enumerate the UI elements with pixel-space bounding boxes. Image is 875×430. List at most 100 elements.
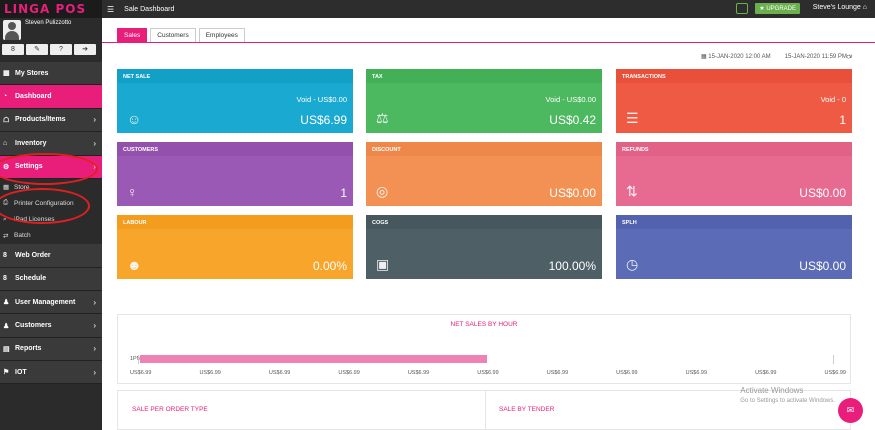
card-icon: ⚖ — [376, 110, 389, 126]
chevron-right-icon: › — [93, 138, 96, 148]
user-name: Steven Pulizzotto — [25, 20, 72, 26]
card-customers[interactable]: CUSTOMERS ♀ 1 — [117, 142, 353, 206]
sale-by-tender-title: SALE BY TENDER — [499, 406, 555, 413]
tab-sales[interactable]: Sales — [117, 28, 148, 43]
nav-icon: ♟ — [3, 322, 10, 330]
date-from-label: 15-JAN-2020 12:00 AM — [708, 54, 771, 60]
subnav-icon: ⇄ — [3, 232, 9, 240]
nav-label: Web Order — [15, 251, 51, 259]
card-subvalue: Void - US$0.00 — [296, 95, 347, 104]
store-status-icon[interactable] — [736, 3, 748, 14]
tab-customers[interactable]: Customers — [150, 28, 196, 43]
sidebar-item-iot[interactable]: ⚑ IOT › — [0, 361, 102, 385]
card-cogs[interactable]: COGS ▣ 100.00% — [366, 215, 602, 279]
card-title: TRANSACTIONS — [616, 69, 852, 83]
card-labour[interactable]: LABOUR ☻ 0.00% — [117, 215, 353, 279]
user-profile-button[interactable]: 8 — [2, 44, 24, 55]
menu-icon[interactable]: ☰ — [107, 4, 115, 14]
nav-icon: ⚑ — [3, 369, 10, 377]
nav-label: Reports — [15, 345, 42, 353]
linga-logo[interactable]: LINGA POS — [0, 0, 102, 18]
subnav-icon: ⌕ — [3, 215, 7, 223]
nav-label: User Management — [15, 298, 76, 306]
sidebar-subitem-batch[interactable]: ⇄ Batch — [0, 227, 102, 245]
card-icon: ♀ — [127, 184, 138, 200]
refresh-icon[interactable]: ○ — [846, 52, 851, 61]
card-value: US$0.00 — [549, 186, 596, 200]
user-buttons: 8 ✎ ? ➔ — [0, 42, 102, 58]
date-to-picker[interactable]: 15-JAN-2020 11:59 PM ∨ — [785, 53, 853, 60]
x-tick-label: US$6.99 — [546, 370, 569, 376]
activate-windows-watermark: Activate Windows Go to Settings to activ… — [740, 385, 835, 407]
sidebar-item-customers[interactable]: ♟ Customers › — [0, 314, 102, 338]
card-title: COGS — [366, 215, 602, 229]
card-title: TAX — [366, 69, 602, 83]
sidebar-item-products-items[interactable]: ☖ Products/Items › — [0, 108, 102, 133]
card-splh[interactable]: SPLH ◷ US$0.00 — [616, 215, 852, 279]
edit-button[interactable]: ✎ — [26, 44, 48, 55]
x-tick-label: US$6.99 — [338, 370, 360, 376]
sidebar-item-reports[interactable]: ▤ Reports › — [0, 337, 102, 362]
nav-icon: 8 — [3, 251, 7, 259]
bar-1pm[interactable] — [140, 355, 487, 363]
card-title: LABOUR — [117, 215, 353, 229]
card-icon: ☻ — [127, 257, 142, 273]
chevron-right-icon: › — [93, 297, 96, 307]
chevron-down-icon: ∨ — [848, 54, 853, 60]
x-tick-label: US$6.99 — [268, 370, 291, 376]
sidebar-item-inventory[interactable]: ⌂ Inventory › — [0, 132, 102, 156]
chevron-right-icon: › — [93, 344, 96, 354]
tab-underline — [102, 42, 875, 43]
subnav-icon: ▦ — [3, 184, 10, 192]
card-value: 1 — [839, 113, 846, 127]
x-tick-label: US$6.99 — [824, 370, 846, 376]
card-subvalue: Void - US$0.00 — [545, 95, 596, 104]
annotation-circle-settings — [0, 153, 98, 185]
x-tick-label: US$6.99 — [616, 370, 638, 376]
subnav-label: Batch — [14, 232, 31, 240]
sidebar-item-web-order[interactable]: 8 Web Order — [0, 244, 102, 268]
card-icon: ☰ — [626, 110, 639, 126]
nav-icon: ⌂ — [3, 139, 8, 147]
date-from-picker[interactable]: ▦ 15-JAN-2020 12:00 AM — [701, 53, 771, 60]
nav-icon: ▦ — [3, 70, 10, 78]
nav-label: Dashboard — [15, 93, 52, 101]
nav-icon: ▤ — [3, 345, 10, 353]
divider — [485, 391, 486, 429]
logout-button[interactable]: ➔ — [74, 44, 96, 55]
chat-icon[interactable]: ✉ — [838, 398, 863, 423]
sidebar-item-user-management[interactable]: ♟ User Management › — [0, 290, 102, 315]
card-value: 0.00% — [312, 259, 347, 273]
card-refunds[interactable]: REFUNDS ⇅ US$0.00 — [616, 142, 852, 206]
nav-label: Schedule — [15, 275, 47, 283]
card-net-sale[interactable]: NET SALE Void - US$0.00 ☺ US$6.99 — [117, 69, 353, 133]
watermark-line2: Go to Settings to activate Windows. — [740, 398, 835, 404]
location-selector[interactable]: Steve's Lounge ⌂ — [813, 4, 867, 11]
card-value: 1 — [340, 186, 347, 200]
user-panel: Steven Pulizzotto — [0, 18, 102, 42]
logo-text: LINGA POS — [4, 2, 87, 16]
sidebar-item-dashboard[interactable]: ◔ Dashboard — [0, 85, 102, 109]
sidebar-item-my-stores[interactable]: ▦ My Stores — [0, 62, 102, 86]
tabs: Sales Customers Employees — [117, 28, 245, 43]
date-to-label: 15-JAN-2020 11:59 PM — [784, 54, 847, 60]
chevron-right-icon: › — [93, 115, 96, 125]
sidebar-item-schedule[interactable]: 8 Schedule — [0, 267, 102, 291]
bar-category-label: 1PM — [130, 356, 142, 362]
card-title: DISCOUNT — [366, 142, 602, 156]
chevron-right-icon: › — [93, 367, 96, 377]
date-range: ▦ 15-JAN-2020 12:00 AM 15-JAN-2020 11:59… — [701, 53, 853, 60]
x-tick-label: US$6.99 — [755, 370, 777, 376]
card-value: US$6.99 — [300, 113, 347, 127]
card-tax[interactable]: TAX Void - US$0.00 ⚖ US$0.42 — [366, 69, 602, 133]
card-transactions[interactable]: TRANSACTIONS Void - 0 ☰ 1 — [616, 69, 852, 133]
tab-employees[interactable]: Employees — [198, 28, 245, 43]
card-value: US$0.42 — [549, 113, 596, 127]
help-button[interactable]: ? — [50, 44, 72, 55]
chart-bar-row: 1PM — [130, 353, 834, 367]
avatar — [3, 20, 21, 40]
upgrade-button[interactable]: ★ UPGRADE — [755, 3, 800, 14]
card-discount[interactable]: DISCOUNT ◎ US$0.00 — [366, 142, 602, 206]
calendar-icon: ▦ — [700, 54, 707, 60]
card-title: REFUNDS — [616, 142, 852, 156]
